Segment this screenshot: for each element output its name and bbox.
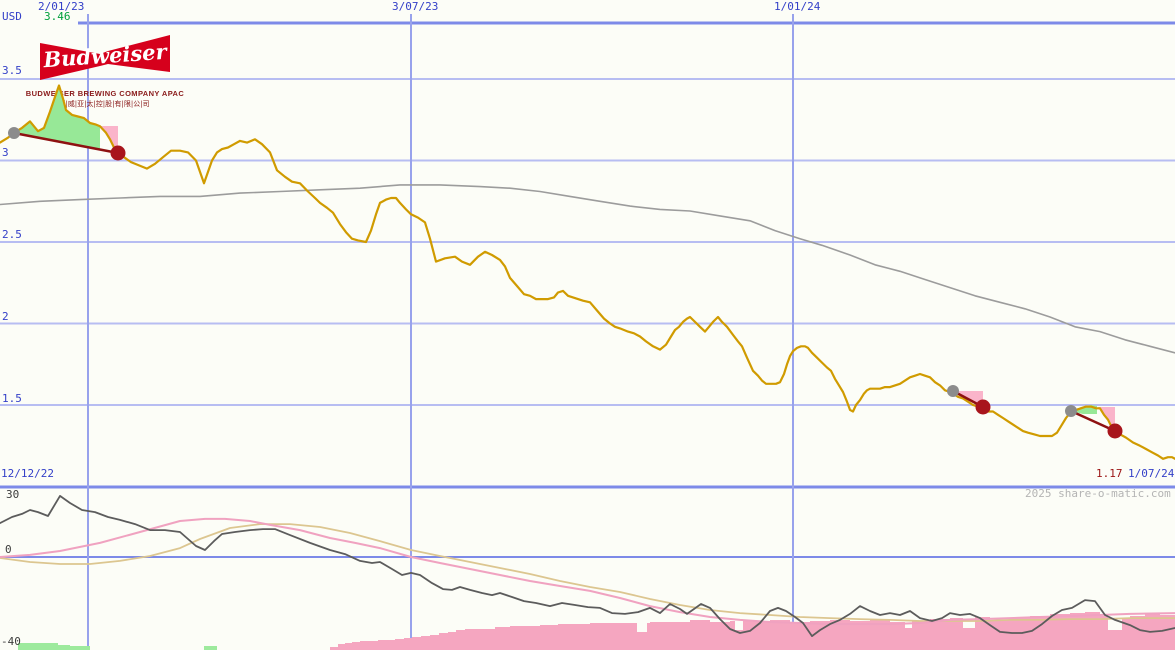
y-tick-3-5: 3.5	[2, 64, 22, 77]
price-line	[0, 84, 1175, 460]
date-label-top-3: 1/01/24	[774, 0, 821, 13]
trend-end-dot-1	[975, 399, 991, 415]
date-label-top-2: 3/07/23	[392, 0, 439, 13]
trend-end-dot-2	[1107, 423, 1123, 439]
y-tick-3: 3	[2, 146, 9, 159]
price-line-group	[0, 84, 1175, 460]
logo-company-name: BUDWEISER BREWING COMPANY APAC	[26, 89, 185, 98]
panel-tick-minus40: -40	[1, 635, 21, 648]
budweiser-bowtie-icon	[40, 35, 170, 80]
bar-gap-1	[735, 621, 743, 630]
high-price-label: 3.46	[44, 10, 71, 23]
trend-start-dot-2	[1065, 405, 1077, 417]
bar-gap-3	[963, 617, 975, 628]
green-fill-0	[14, 86, 100, 150]
last-price-label: 1.17	[1096, 467, 1123, 480]
panel-tick-30: 30	[6, 488, 20, 501]
trend-start-dot-0	[8, 127, 20, 139]
currency-label: USD	[2, 10, 22, 23]
benchmark-line	[0, 184, 1175, 354]
oscillator-lines	[0, 494, 1175, 637]
y-tick-1-5: 1.5	[2, 392, 22, 405]
y-tick-2-5: 2.5	[2, 228, 22, 241]
volume-bar-green-0	[18, 643, 58, 650]
trend-end-dot-0	[110, 145, 126, 161]
trend-segment-0	[13, 131, 119, 155]
y-tick-2: 2	[2, 310, 9, 323]
oscillator-signal-pink	[0, 517, 1175, 626]
date-label-top-1: 2/01/23	[38, 0, 85, 13]
trend-segment-2	[1070, 409, 1116, 433]
budweiser-logo: Budweiser BUDWEISER BREWING COMPANY APAC…	[26, 35, 185, 108]
gridlines	[0, 14, 1175, 650]
trend-markers	[8, 127, 1123, 439]
logo-chinese-name: 百|威|亚|太|控|股|有|限|公|司	[58, 99, 149, 108]
trend-start-dot-1	[947, 385, 959, 397]
volume-bar-green-3	[204, 646, 217, 650]
panel-tick-0: 0	[5, 543, 12, 556]
bar-gap-0	[637, 621, 647, 632]
watermark-link[interactable]: 2025 share-o-matic.com	[1025, 487, 1171, 500]
volume-bar-green-2	[70, 646, 90, 650]
volume-bar-green-1	[58, 645, 70, 650]
benchmark-line-group	[0, 184, 1175, 354]
trend-fill-areas	[14, 86, 1115, 430]
oscillator-signal-tan	[0, 523, 1175, 622]
end-date-label: 1/07/24	[1128, 467, 1175, 480]
oscillator-fast-line	[0, 494, 1175, 637]
start-date-label: 12/12/22	[1, 467, 54, 480]
